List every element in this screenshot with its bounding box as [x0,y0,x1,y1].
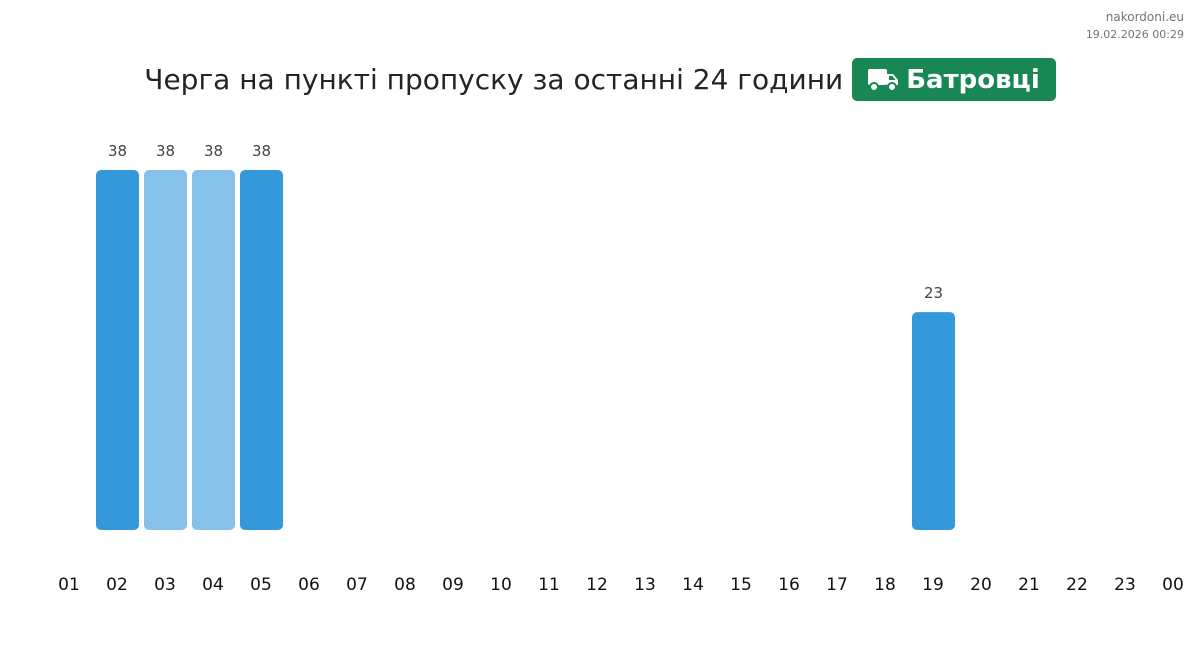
bar[interactable] [192,170,235,530]
x-tick-label: 06 [298,575,320,595]
bar-value-label: 38 [156,142,175,160]
checkpoint-badge: Батровці [852,58,1056,101]
x-tick-label: 05 [250,575,272,595]
x-tick-label: 23 [1114,575,1136,595]
bar[interactable] [240,170,283,530]
timestamp: 19.02.2026 00:29 [1085,28,1184,41]
x-tick-label: 09 [442,575,464,595]
x-tick-label: 19 [922,575,944,595]
bar[interactable] [96,170,139,530]
bar-value-label: 23 [924,284,943,302]
bar-value-label: 38 [204,142,223,160]
x-tick-label: 18 [874,575,896,595]
page-title: Черга на пункті пропуску за останні 24 г… [144,63,844,96]
x-tick-label: 21 [1018,575,1040,595]
header: Черга на пункті пропуску за останні 24 г… [0,58,1200,101]
x-tick-label: 07 [346,575,368,595]
x-tick-label: 15 [730,575,752,595]
x-tick-label: 01 [58,575,80,595]
checkpoint-name: Батровці [906,64,1040,95]
x-tick-label: 22 [1066,575,1088,595]
x-tick-label: 02 [106,575,128,595]
site-name: nakordoni.eu [1105,10,1184,24]
bar[interactable] [144,170,187,530]
brand: nakordoni.eu 19.02.2026 00:29 [1086,9,1184,43]
x-tick-label: 10 [490,575,512,595]
bar-value-label: 38 [252,142,271,160]
x-tick-label: 17 [826,575,848,595]
x-tick-label: 08 [394,575,416,595]
x-tick-label: 16 [778,575,800,595]
x-tick-label: 14 [682,575,704,595]
truck-icon [868,68,899,92]
bar[interactable] [912,312,955,530]
bar-value-label: 38 [108,142,127,160]
x-tick-label: 12 [586,575,608,595]
x-tick-label: 04 [202,575,224,595]
x-tick-label: 20 [970,575,992,595]
x-tick-label: 11 [538,575,560,595]
x-tick-label: 13 [634,575,656,595]
x-tick-label: 03 [154,575,176,595]
x-tick-label: 00 [1162,575,1184,595]
